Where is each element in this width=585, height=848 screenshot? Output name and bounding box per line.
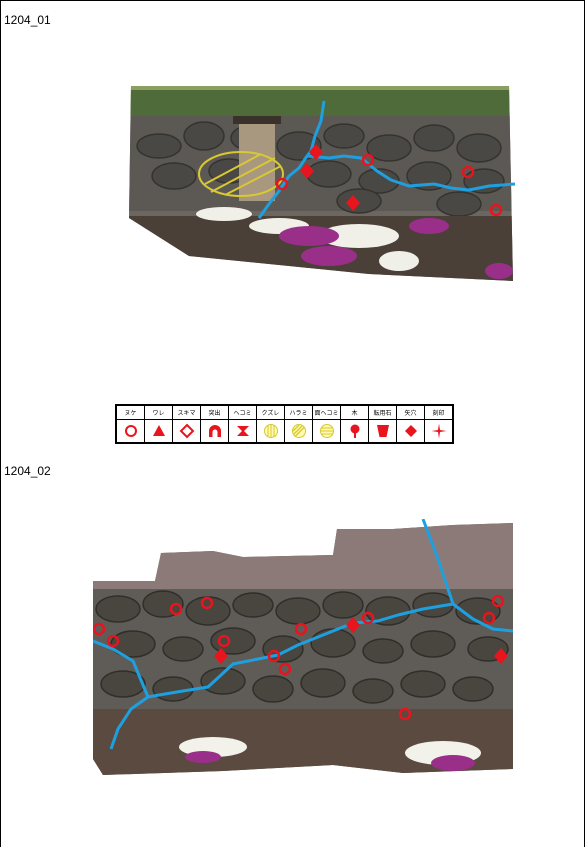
legend-header-kuzure: クズレ (256, 404, 285, 420)
legend-header-ki: 木 (340, 404, 369, 420)
legend-header-kokuin: 刻印 (424, 404, 454, 420)
legend-header-hekomi: ヘコミ (228, 404, 257, 420)
wall-photo-1204-01 (129, 76, 515, 284)
legend-header-sukima: スキマ (172, 404, 201, 420)
filled-diamond-icon (404, 425, 417, 437)
legend-header-tosshutsu: 突出 (200, 404, 229, 420)
legend-header-men-hekomi: 面ヘコミ (312, 404, 341, 420)
tree-icon (350, 424, 359, 438)
vertical-hatch-circle-icon (263, 424, 278, 438)
arch-icon (208, 425, 221, 437)
section-label-1204-02: 1204_02 (4, 464, 51, 478)
hollow-diamond-icon (179, 423, 194, 439)
legend-header-tenyoseki: 転用石 (368, 404, 397, 420)
diagonal-hatch-circle-icon (291, 424, 306, 438)
legend-header-ware: ワレ (144, 404, 173, 420)
legend-header-yaana: 矢穴 (396, 404, 425, 420)
horizontal-hatch-circle-icon (319, 424, 334, 438)
hollow-circle-icon (124, 425, 137, 437)
section-label-1204-01: 1204_01 (4, 13, 51, 27)
symbol-legend: ヌケ ワレ スキマ 突出 ヘコミ クズレ ハラミ 面ヘコミ 木 転用石 矢穴 刻… (115, 404, 454, 444)
trapezoid-icon (376, 425, 389, 437)
star-cross-icon (431, 423, 446, 439)
wall-photo-1204-02 (93, 519, 513, 777)
hourglass-icon (236, 426, 249, 436)
legend-header-nuke: ヌケ (115, 404, 145, 420)
legend-header-harami: ハラミ (284, 404, 313, 420)
filled-triangle-icon (152, 425, 165, 436)
